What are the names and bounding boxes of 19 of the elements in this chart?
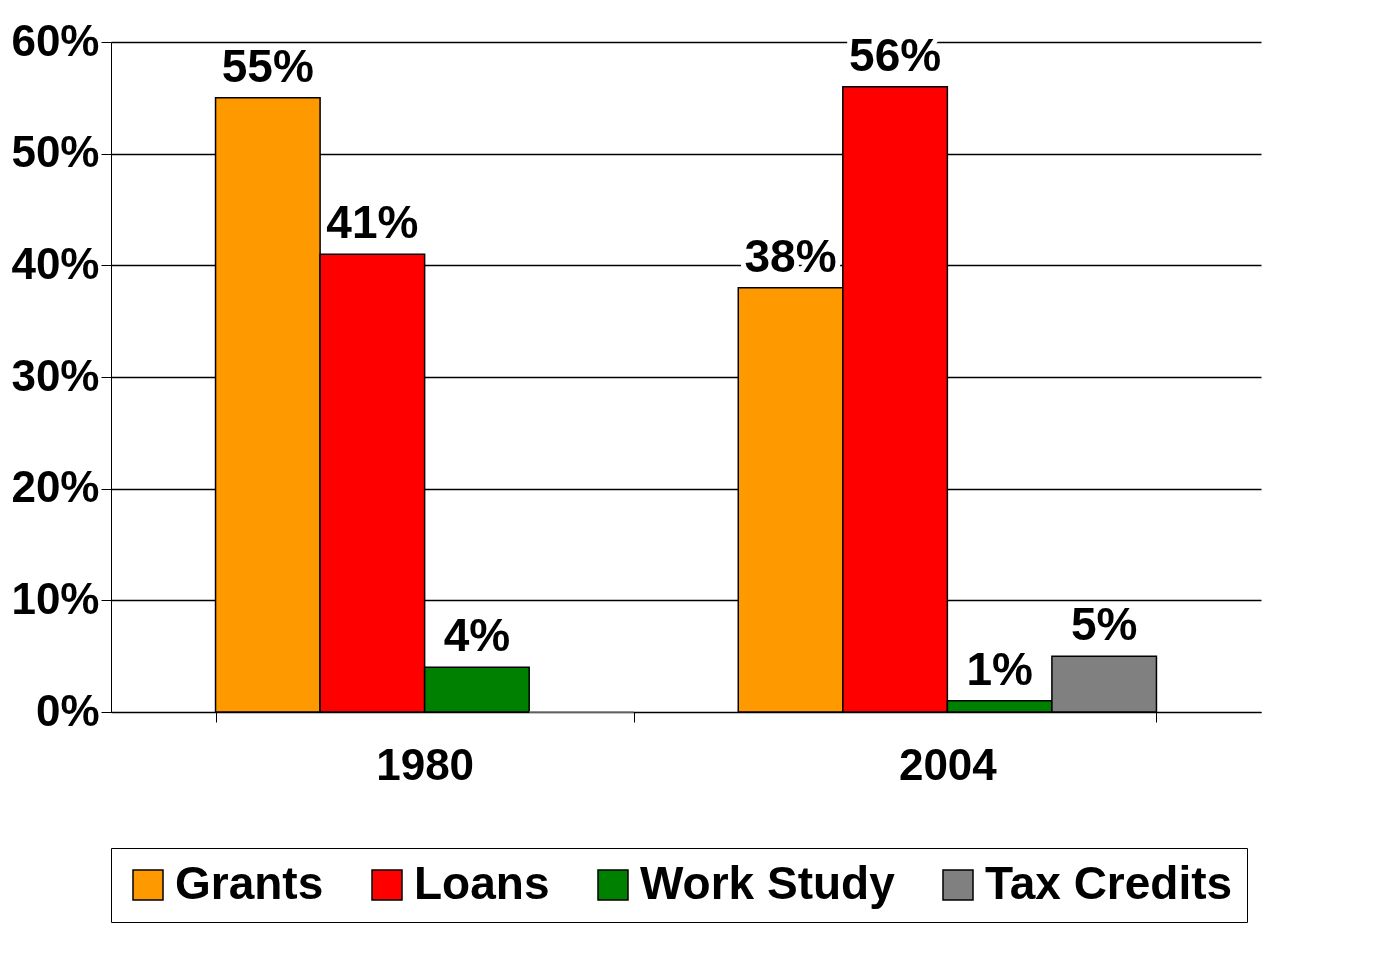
legend-label: Loans (414, 857, 550, 909)
y-tick-label: 40% (11, 238, 100, 288)
data-label: 4% (443, 609, 511, 662)
data-label: 56% (849, 28, 942, 81)
x-tick-label: 2004 (898, 739, 998, 789)
data-label: 41% (326, 196, 419, 249)
data-label: 5% (1070, 598, 1138, 651)
data-label: 1% (966, 642, 1033, 695)
y-tick-label: 20% (11, 462, 100, 512)
legend-label: Grants (175, 857, 324, 909)
y-tick-label: 0% (35, 685, 100, 735)
y-tick-label: 30% (11, 350, 100, 400)
x-tick-label: 1980 (376, 739, 475, 789)
y-tick-label: 60% (11, 15, 100, 65)
y-tick-label: 50% (11, 127, 100, 177)
legend-label: Tax Credits (985, 857, 1233, 909)
data-label: 55% (221, 39, 314, 92)
y-tick-label: 10% (11, 573, 100, 623)
legend-label: Work Study (640, 857, 896, 909)
